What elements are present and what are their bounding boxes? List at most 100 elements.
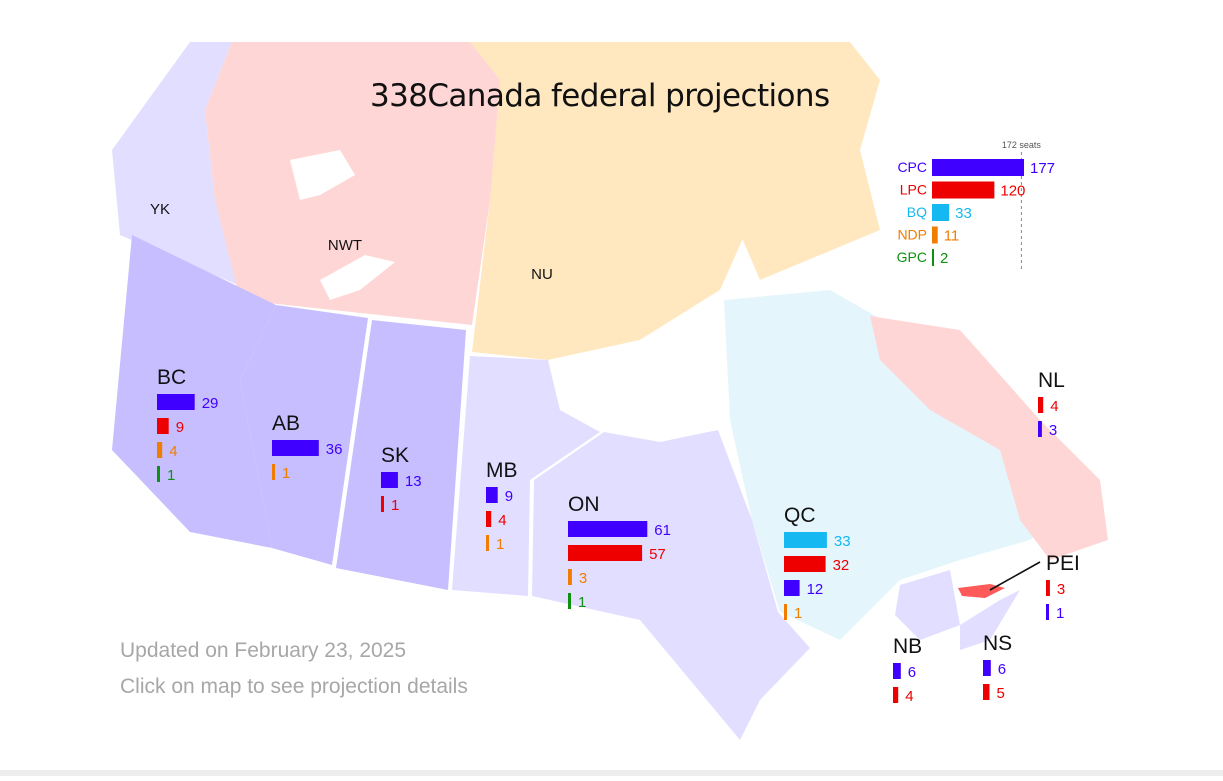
province-seat-blocks: BC29941AB361SK131MB941ON615731QC3332121N… — [157, 366, 1080, 705]
region-sk[interactable] — [336, 320, 466, 590]
region-nunavut-islands — [700, 42, 880, 280]
seat-count-qc-bq: 33 — [834, 533, 851, 550]
province-block-nb[interactable]: NB 6 4 — [893, 635, 922, 705]
legend-bar-gpc — [932, 249, 934, 266]
seat-bar-mb-lpc — [486, 511, 492, 527]
seat-count-bc-gpc: 1 — [167, 467, 175, 484]
province-block-nl[interactable]: NL 4 3 — [1038, 369, 1065, 439]
seat-bar-bc-cpc — [157, 394, 195, 410]
seat-bar-ns-lpc — [983, 684, 990, 700]
province-block-mb[interactable]: MB 9 4 1 — [486, 459, 518, 553]
great-bear-lake — [290, 150, 355, 200]
region-yukon[interactable] — [112, 42, 238, 285]
region-on[interactable] — [532, 430, 810, 740]
territory-labels: YK NWT NU — [150, 201, 553, 283]
seat-bar-bc-ndp — [157, 442, 163, 458]
seat-count-nb-lpc: 4 — [905, 688, 913, 705]
seat-count-ns-cpc: 6 — [998, 661, 1006, 678]
seat-bar-qc-bq — [784, 532, 827, 548]
seat-bar-on-lpc — [568, 545, 643, 561]
great-slave-lake — [320, 255, 395, 300]
province-label-nb: NB — [893, 635, 922, 658]
legend-seats-lpc: 120 — [1000, 183, 1025, 200]
national-seat-legend: CPC 177 LPC 120 BQ 33 NDP 11 GPC 2 — [897, 159, 1055, 267]
seat-count-ab-cpc: 36 — [326, 441, 343, 458]
seat-count-on-cpc: 61 — [654, 522, 671, 539]
seat-count-nl-cpc: 3 — [1049, 422, 1057, 439]
legend-party-ndp: NDP — [897, 227, 927, 243]
seat-bar-bc-lpc — [157, 418, 169, 434]
region-nl[interactable] — [870, 316, 1108, 560]
territory-label-yk: YK — [150, 201, 170, 218]
click-hint: Click on map to see projection details — [120, 675, 468, 698]
province-label-nl: NL — [1038, 369, 1065, 392]
seat-bar-mb-cpc — [486, 487, 498, 503]
seat-bar-qc-ndp — [784, 604, 787, 620]
seat-bar-nb-cpc — [893, 663, 901, 679]
seat-bar-sk-cpc — [381, 472, 398, 488]
seat-count-qc-ndp: 1 — [794, 605, 802, 622]
seat-bar-on-gpc — [568, 593, 571, 609]
legend-seats-ndp: 11 — [944, 228, 960, 245]
legend-party-cpc: CPC — [897, 159, 927, 175]
seat-bar-nl-cpc — [1038, 421, 1042, 437]
seat-count-qc-cpc: 12 — [807, 581, 824, 598]
legend-seats-cpc: 177 — [1030, 160, 1055, 177]
seat-count-on-ndp: 3 — [579, 570, 587, 587]
seat-count-bc-ndp: 4 — [169, 443, 177, 460]
seat-count-nl-lpc: 4 — [1050, 398, 1058, 415]
province-label-bc: BC — [157, 366, 186, 389]
legend-bar-cpc — [932, 159, 1024, 176]
territory-label-nwt: NWT — [328, 237, 362, 254]
seat-bar-qc-lpc — [784, 556, 826, 572]
updated-date: Updated on February 23, 2025 — [120, 639, 407, 662]
province-label-on: ON — [568, 493, 600, 516]
page-title: 338Canada federal projections — [370, 78, 830, 114]
seat-bar-bc-gpc — [157, 466, 160, 482]
majority-threshold-label: 172 seats — [1002, 140, 1042, 150]
legend-seats-bq: 33 — [955, 205, 972, 222]
seat-bar-ns-cpc — [983, 660, 991, 676]
seat-bar-ab-cpc — [272, 440, 319, 456]
legend-bar-lpc — [932, 181, 995, 199]
province-block-on[interactable]: ON 61 57 3 1 — [568, 493, 671, 611]
seat-bar-qc-cpc — [784, 580, 800, 596]
legend-bar-ndp — [932, 226, 938, 244]
seat-count-ns-lpc: 5 — [997, 685, 1005, 702]
seat-count-bc-lpc: 9 — [176, 419, 184, 436]
seat-count-pei-lpc: 3 — [1057, 581, 1065, 598]
province-label-qc: QC — [784, 504, 816, 527]
region-qc[interactable] — [724, 290, 1080, 640]
seat-bar-sk-lpc — [381, 496, 384, 512]
region-ns[interactable] — [960, 590, 1020, 650]
territory-label-nu: NU — [531, 266, 553, 283]
seat-count-sk-cpc: 13 — [405, 473, 422, 490]
seat-count-sk-lpc: 1 — [391, 497, 399, 514]
region-ab[interactable] — [240, 305, 368, 565]
seat-count-on-lpc: 57 — [649, 546, 666, 563]
seat-bar-pei-lpc — [1046, 580, 1050, 596]
province-label-mb: MB — [486, 459, 518, 482]
province-block-bc[interactable]: BC 29 9 4 1 — [157, 366, 218, 484]
seat-bar-ab-ndp — [272, 464, 275, 480]
region-nwt[interactable] — [205, 42, 510, 325]
seat-count-ab-ndp: 1 — [282, 465, 290, 482]
province-label-sk: SK — [381, 444, 409, 467]
province-block-ns[interactable]: NS 6 5 — [983, 632, 1012, 702]
hudson-bay — [548, 290, 735, 440]
province-block-qc[interactable]: QC 33 32 12 1 — [784, 504, 851, 622]
region-bc[interactable] — [112, 235, 276, 548]
region-nb[interactable] — [895, 570, 960, 640]
province-block-pei[interactable]: PEI 3 1 — [1046, 552, 1080, 622]
legend-party-bq: BQ — [907, 204, 927, 220]
seat-count-bc-cpc: 29 — [202, 395, 219, 412]
seat-count-nb-cpc: 6 — [908, 664, 916, 681]
province-block-sk[interactable]: SK 13 1 — [381, 444, 422, 514]
province-label-ab: AB — [272, 412, 300, 435]
seat-count-pei-cpc: 1 — [1056, 605, 1064, 622]
legend-party-lpc: LPC — [900, 182, 927, 198]
province-block-ab[interactable]: AB 36 1 — [272, 412, 342, 482]
seat-bar-nb-lpc — [893, 687, 899, 703]
